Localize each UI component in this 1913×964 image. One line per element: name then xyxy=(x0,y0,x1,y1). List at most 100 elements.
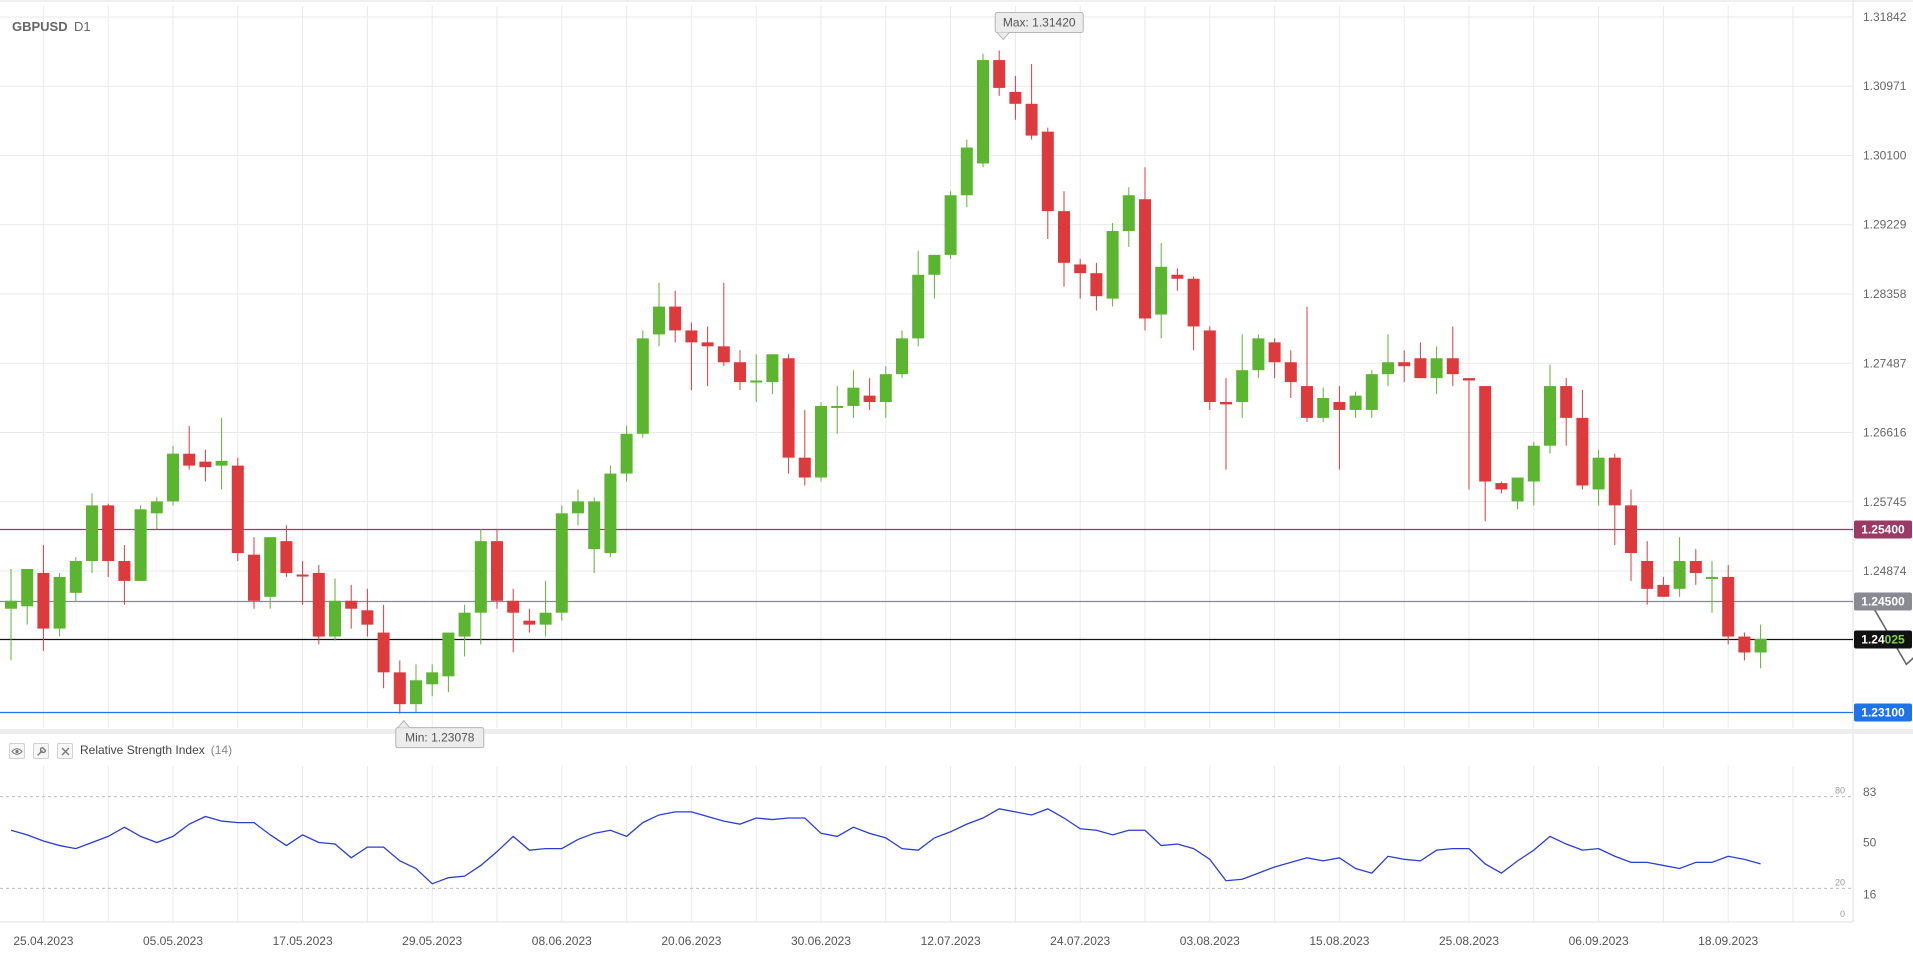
candle-down xyxy=(1268,338,1281,379)
candle-up xyxy=(69,557,82,601)
candle-body xyxy=(1236,370,1249,402)
candle-down xyxy=(296,561,309,605)
candle-body xyxy=(896,338,908,375)
candle-body xyxy=(37,572,50,629)
candle-down xyxy=(1414,342,1427,379)
candle-up xyxy=(1252,334,1265,379)
candle-body xyxy=(312,572,325,637)
candle-down xyxy=(1284,350,1297,399)
candle-body xyxy=(1754,638,1767,653)
candle-up xyxy=(1155,242,1168,339)
candle-body xyxy=(21,568,34,607)
candle-down xyxy=(1722,564,1735,645)
candle-body xyxy=(167,453,179,502)
eye-icon xyxy=(11,747,23,756)
price-tick-label: 1.27487 xyxy=(1863,356,1907,370)
candle-body xyxy=(1220,401,1232,405)
candle-up xyxy=(750,354,763,402)
candle-body xyxy=(1673,561,1686,589)
candle-down xyxy=(1171,268,1184,291)
candle-body xyxy=(264,537,277,597)
candle-body xyxy=(1382,362,1394,375)
candle-up xyxy=(5,568,17,661)
time-tick-label: 30.06.2023 xyxy=(791,934,851,948)
min-annotation-label: Min: 1.23078 xyxy=(405,731,475,745)
rsi-close-button[interactable] xyxy=(57,743,73,759)
candle-body xyxy=(1722,576,1735,637)
candle-down xyxy=(1058,191,1070,287)
candle-up xyxy=(1106,223,1119,307)
time-tick-label: 25.08.2023 xyxy=(1439,934,1499,948)
candle-up xyxy=(53,572,66,637)
candle-body xyxy=(669,306,682,331)
current-price-badge-label: 1.24025 xyxy=(1861,633,1905,647)
price-main: 1.24 xyxy=(1861,633,1885,647)
candle-up xyxy=(442,632,455,693)
rsi-settings-button[interactable] xyxy=(33,743,49,759)
candle-body xyxy=(345,600,358,609)
candle-down xyxy=(1641,541,1654,605)
close-icon xyxy=(61,747,70,756)
candle-down xyxy=(345,584,358,629)
candle-down xyxy=(734,350,746,391)
candle-body xyxy=(215,460,228,466)
price-tick-label: 1.25745 xyxy=(1863,495,1907,509)
candle-up xyxy=(86,493,98,573)
candle-up xyxy=(928,254,941,299)
candle-up xyxy=(977,53,989,168)
candle-down xyxy=(1479,386,1492,522)
candle-down xyxy=(1657,576,1670,597)
rsi-line xyxy=(10,808,1761,885)
candle-up xyxy=(458,604,471,657)
candle-body xyxy=(1576,417,1589,486)
pivot-badge-label: 1.24500 xyxy=(1861,595,1905,609)
candle-down xyxy=(701,326,714,387)
candle-body xyxy=(1430,358,1443,379)
candle-down xyxy=(1041,127,1054,239)
support-badge-bg xyxy=(1854,703,1912,722)
candle-down xyxy=(183,425,196,470)
candle-body xyxy=(1171,274,1184,279)
price-tick-label: 1.31842 xyxy=(1863,10,1907,24)
candle-down xyxy=(231,457,244,562)
candle-down xyxy=(37,545,50,651)
candle-body xyxy=(734,362,746,383)
candle-down xyxy=(1738,632,1751,661)
candle-body xyxy=(1284,362,1297,383)
rsi-visibility-toggle[interactable] xyxy=(9,743,25,759)
max-annotation-pointer xyxy=(996,32,1010,41)
candle-up xyxy=(588,497,601,573)
rsi-guide-label: 20 xyxy=(1835,877,1845,887)
candle-body xyxy=(588,501,601,550)
candle-down xyxy=(1576,390,1589,490)
candle-down xyxy=(393,660,406,714)
resistance-badge: 1.25400 xyxy=(1854,520,1912,539)
candle-body xyxy=(1657,584,1670,597)
candle-body xyxy=(1608,457,1621,506)
candle-down xyxy=(863,378,876,410)
candle-body xyxy=(102,505,115,562)
max-annotation-box xyxy=(994,12,1084,34)
candle-body xyxy=(555,513,568,613)
candle-up xyxy=(653,282,665,347)
candle-up xyxy=(944,191,957,259)
candle-up xyxy=(1122,187,1135,247)
candle-body xyxy=(636,338,649,434)
candle-body xyxy=(1058,211,1070,263)
candle-up xyxy=(604,465,617,558)
candle-body xyxy=(1398,362,1411,367)
candle-body xyxy=(458,612,471,637)
support-badge: 1.23100 xyxy=(1854,703,1912,722)
candle-down xyxy=(1203,326,1216,410)
candle-body xyxy=(280,541,293,573)
candle-down xyxy=(312,564,325,645)
time-tick-label: 12.07.2023 xyxy=(921,934,981,948)
candles-layer[interactable] xyxy=(5,50,1767,714)
max-annotation-label: Max: 1.31420 xyxy=(1003,16,1076,30)
candle-body xyxy=(766,354,779,383)
candle-up xyxy=(1754,624,1767,669)
candle-down xyxy=(1009,75,1022,120)
candle-body xyxy=(782,358,795,458)
time-tick-label: 06.09.2023 xyxy=(1569,934,1629,948)
